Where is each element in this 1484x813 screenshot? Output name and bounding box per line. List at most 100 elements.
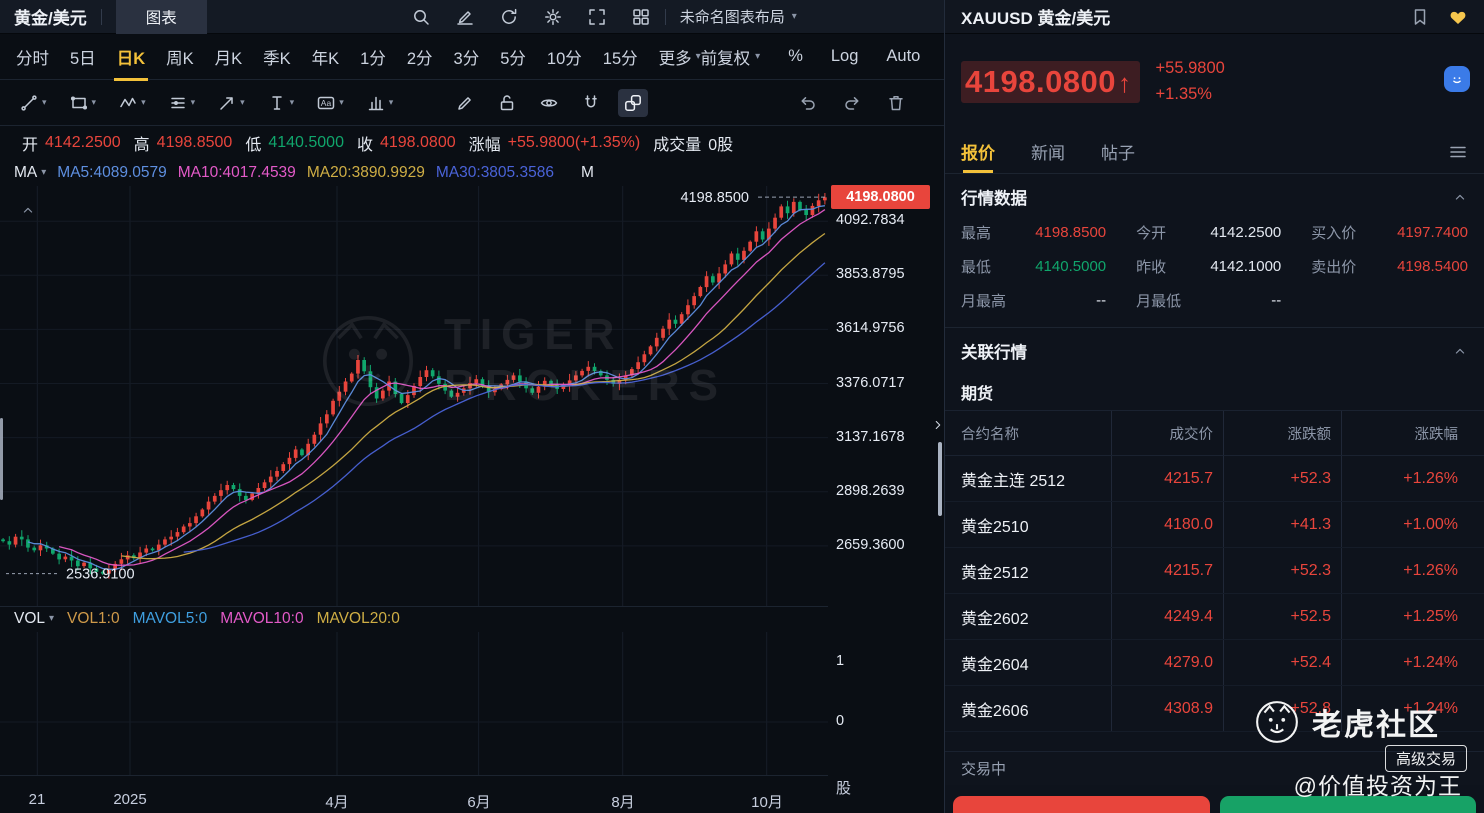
candlestick-chart[interactable]: 4198.8500 2536.9100 [0,186,828,606]
stat-value: 4197.7400 [1397,224,1468,241]
timeframe-5分[interactable]: 5分 [500,45,526,69]
timeframe-年K[interactable]: 年K [312,45,340,69]
scrollbar-thumb[interactable] [938,442,942,516]
timeframe-more-button[interactable]: 更多 ▾ [659,45,701,69]
label-aa-tool-button[interactable]: Aa ▾ [311,89,349,117]
tab-报价[interactable]: 报价 [961,130,995,173]
timeframe-分时[interactable]: 分时 [16,45,49,69]
wave-tool-button[interactable]: ▾ [113,89,151,117]
timeframe-周K[interactable]: 周K [166,45,194,69]
magnifier-button[interactable] [411,7,431,27]
section-related[interactable]: 关联行情 [945,328,1484,374]
arrow-trend-icon [217,93,237,113]
high-label: 高 [133,137,150,154]
left-scrollbar[interactable] [0,418,3,500]
price-axis[interactable]: 4092.7834 3853.8795 3614.9756 3376.0717 3137… [828,185,945,606]
tab-帖子[interactable]: 帖子 [1101,144,1135,163]
pattern-bars-tool-button[interactable]: ▾ [361,89,399,117]
text-cursor-tool-button[interactable]: ▾ [262,89,300,117]
buy-button[interactable] [953,796,1210,813]
timeframe-1分[interactable]: 1分 [360,45,386,69]
contract-name: 黄金2512 [961,564,1029,582]
time-axis[interactable]: 21 2025 4月 6月 8月 10月 股 [0,775,944,813]
futures-row[interactable]: 黄金2510 4180.0 +41.3 +1.00% [945,502,1484,548]
timeframe-月K[interactable]: 月K [215,45,243,69]
topbar-icons [411,7,651,27]
futures-row[interactable]: 黄金2606 4308.9 +52.8 +1.24% [945,686,1484,732]
ma-selector[interactable]: MA ▾ [14,164,47,181]
stat-item: 最高 4198.8500 [961,222,1106,243]
timeframe-15分[interactable]: 15分 [603,45,638,69]
log-scale-button[interactable]: Log [830,47,859,65]
trash-button[interactable] [886,93,906,113]
assistant-badge[interactable] [1444,66,1470,92]
pencil-button[interactable] [450,89,480,117]
layout-grid-icon [631,7,651,27]
link-icon [623,93,643,113]
refresh-button[interactable] [499,7,519,27]
change-amount: +55.9800 [1155,59,1225,78]
chevron-up-icon[interactable] [1452,343,1468,359]
futures-row[interactable]: 黄金主连 2512 4215.7 +52.3 +1.26% [945,456,1484,502]
tab-新闻[interactable]: 新闻 [1031,144,1065,163]
pane-collapse-icon[interactable] [20,202,36,223]
time-axis-label: 4月 [325,794,349,811]
stat-value: -- [1096,292,1107,309]
wave-icon [118,93,138,113]
price-axis-label: 2898.2639 [836,483,905,499]
futures-col-header[interactable]: 涨跌幅 [1341,411,1468,455]
chart-area: MA ▾ MA5:4089.0579 MA10:4017.4539 MA20:3890.… [0,160,944,813]
link-button[interactable] [618,88,649,117]
futures-col-header[interactable]: 涨跌额 [1223,411,1341,455]
vol-selector[interactable]: VOL ▾ [14,610,55,627]
adjust-mode-selector[interactable]: 前复权 ▾ [701,45,761,69]
magnet-button[interactable] [576,89,606,117]
futures-row[interactable]: 黄金2602 4249.4 +52.5 +1.25% [945,594,1484,640]
vol-legend-item: VOL1:0 [67,610,120,627]
trendline-tool-button[interactable]: ▾ [14,89,52,117]
ma-legend-item: MA30:3805.3586 [435,164,554,181]
futures-title: 期货 [961,386,994,403]
stat-item: 月最低 -- [1136,290,1281,311]
layout-grid-button[interactable] [631,7,651,27]
heart-button[interactable] [1448,7,1468,27]
layout-selector-button[interactable]: 未命名图表布局 ▾ [680,6,797,27]
section-market-data[interactable]: 行情数据 [945,174,1484,220]
time-axis-label: 2025 [113,791,147,808]
magnifier-icon [411,7,431,27]
stat-label: 最低 [961,259,992,276]
chevron-up-icon[interactable] [1452,189,1468,205]
futures-row[interactable]: 黄金2512 4215.7 +52.3 +1.26% [945,548,1484,594]
timeframe-10分[interactable]: 10分 [547,45,582,69]
fib-lines-tool-button[interactable]: ▾ [163,89,201,117]
tab-chart[interactable]: 图表 [115,0,207,34]
timeframe-2分[interactable]: 2分 [407,45,433,69]
undo-button[interactable] [798,93,818,113]
volume-chart[interactable] [0,632,828,775]
volume-label: 成交量 [653,137,702,154]
auto-scale-button[interactable]: Auto [886,47,921,65]
sell-button[interactable] [1219,796,1476,813]
stat-value: 4198.5400 [1397,258,1468,275]
symbol-tab[interactable]: 黄金/美元 [14,9,87,28]
bookmark-button[interactable] [1410,7,1430,27]
rectangle-tool-button[interactable]: ▾ [64,89,102,117]
futures-row[interactable]: 黄金2604 4279.0 +52.4 +1.24% [945,640,1484,686]
menu-button[interactable] [1448,142,1468,162]
percent-scale-button[interactable]: % [788,47,803,65]
timeframe-3分[interactable]: 3分 [454,45,480,69]
panel-collapse-handle[interactable] [931,418,943,528]
futures-col-header[interactable]: 成交价 [1111,411,1223,455]
redo-button[interactable] [842,93,862,113]
timeframe-季K[interactable]: 季K [263,45,291,69]
pencil-chart-button[interactable] [455,7,475,27]
divider [100,8,102,25]
eye-button[interactable] [534,89,564,117]
futures-col-header[interactable]: 合约名称 [961,426,1019,443]
unlock-button[interactable] [492,89,522,117]
timeframe-日K[interactable]: 日K [113,45,149,81]
fullscreen-button[interactable] [587,7,607,27]
arrow-trend-tool-button[interactable]: ▾ [212,89,250,117]
timeframe-5日[interactable]: 5日 [70,45,96,69]
gear-button[interactable] [543,7,563,27]
